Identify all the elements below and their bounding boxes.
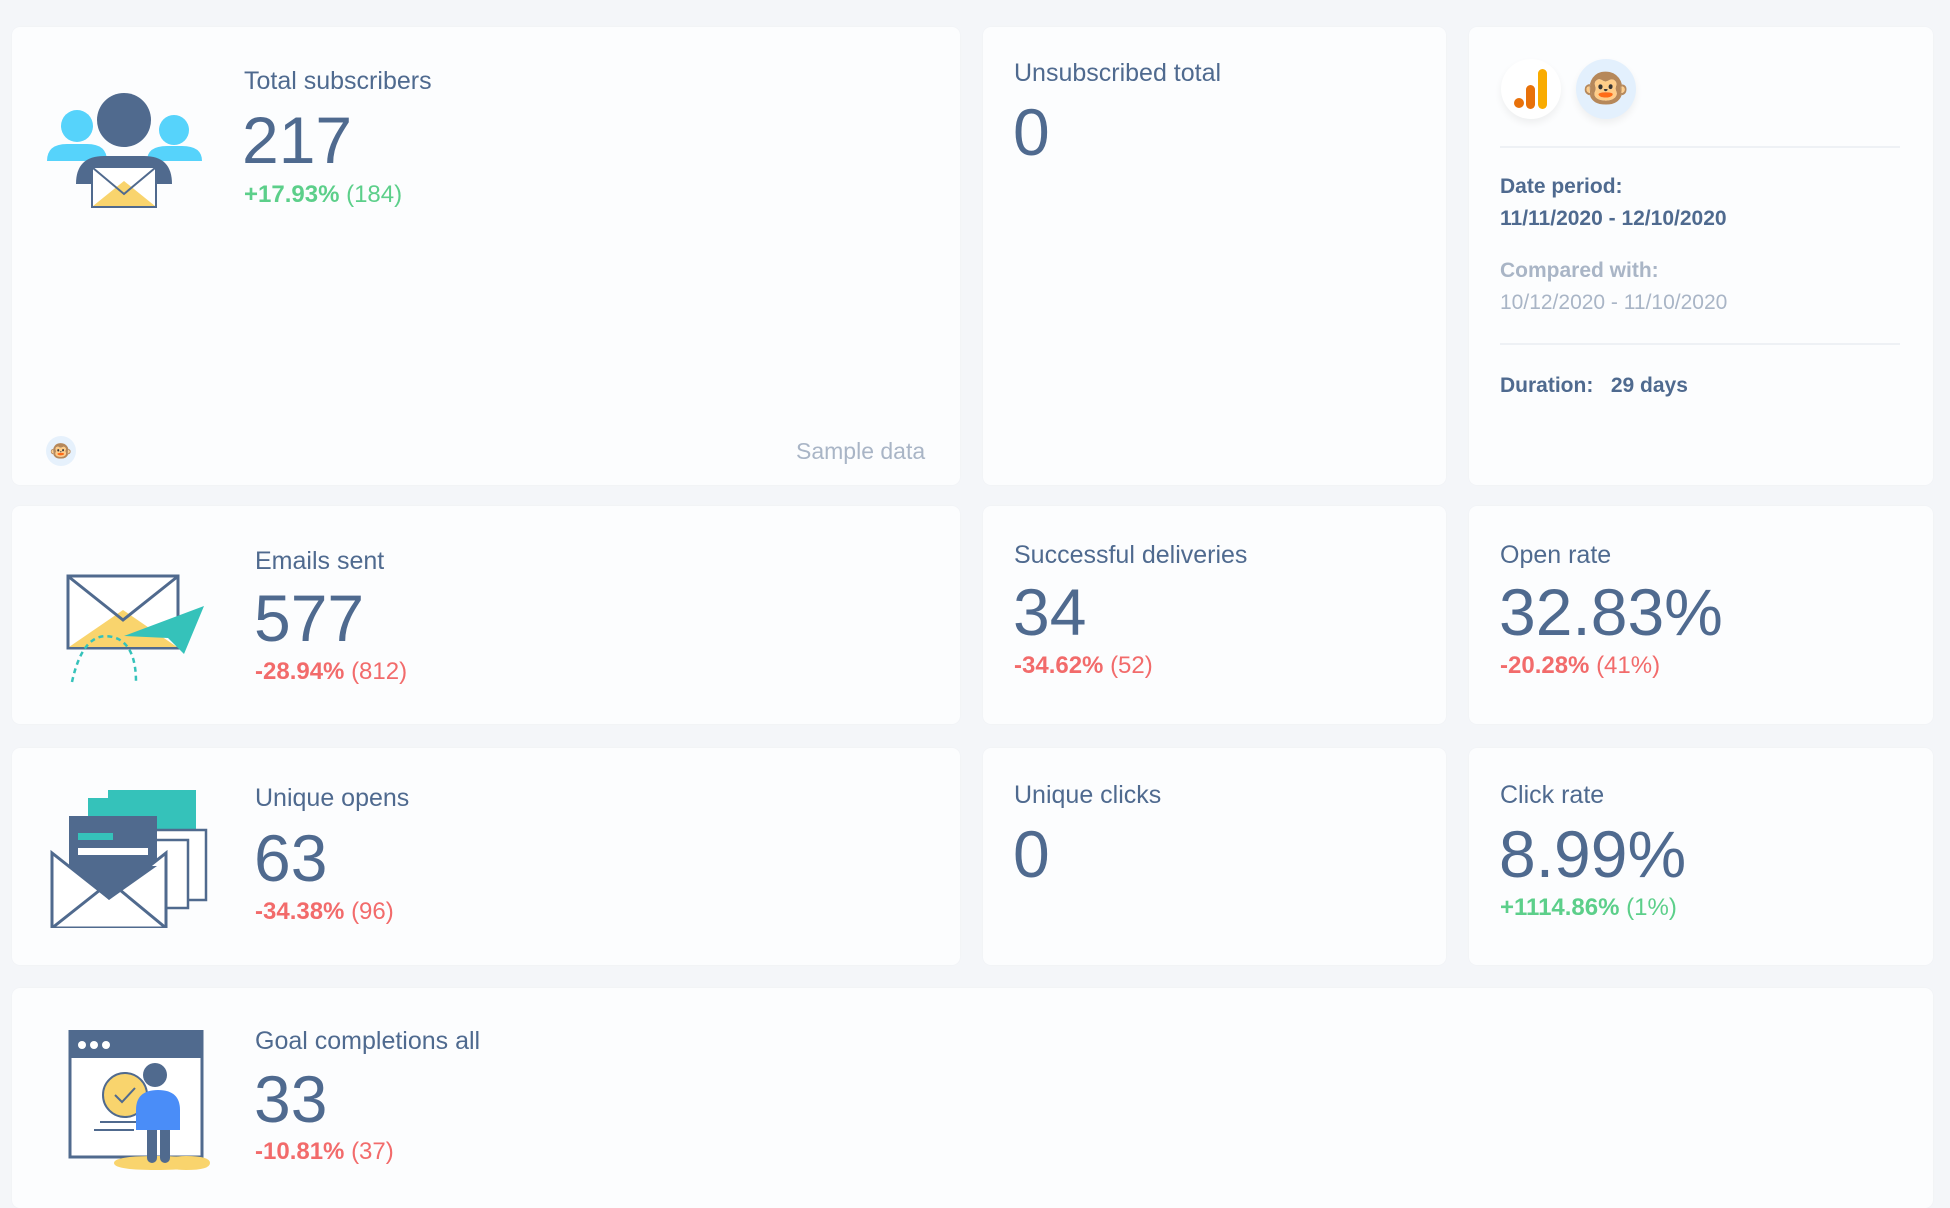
click-rate-change: +1114.86% (1%) <box>1500 894 1677 922</box>
duration: Duration: 29 days <box>1500 374 1688 398</box>
subscribers-change: +17.93% (184) <box>244 181 402 209</box>
open-rate-value: 32.83% <box>1499 575 1723 649</box>
paper-plane-envelope-icon <box>66 574 204 683</box>
emails-sent-card: Emails sent 577 -28.94% (812) <box>12 506 960 724</box>
previous-value: (1%) <box>1626 894 1677 921</box>
click-rate-label: Click rate <box>1500 781 1605 809</box>
goal-completions-value: 33 <box>254 1062 328 1136</box>
google-analytics-bars <box>1514 69 1547 109</box>
subscribers-value: 217 <box>242 103 353 177</box>
click-rate-value: 8.99% <box>1499 817 1687 891</box>
unique-clicks-label: Unique clicks <box>1014 781 1162 809</box>
unsubscribed-value: 0 <box>1013 95 1050 169</box>
open-rate-card: Open rate 32.83% -20.28% (41%) <box>1469 506 1933 724</box>
change-percent: +17.93% <box>244 181 340 208</box>
goal-completions-change: -10.81% (37) <box>255 1138 394 1166</box>
unique-clicks-value: 0 <box>1013 817 1050 891</box>
compared-with-value: 10/12/2020 - 11/10/2020 <box>1500 291 1728 314</box>
emails-sent-change: -28.94% (812) <box>255 658 407 686</box>
change-percent: +1114.86% <box>1500 894 1620 921</box>
change-percent: -20.28% <box>1500 652 1590 679</box>
goal-completions-label: Goal completions all <box>255 1027 481 1055</box>
click-rate-card: Click rate 8.99% +1114.86% (1%) <box>1469 748 1933 965</box>
unique-opens-change: -34.38% (96) <box>255 898 394 926</box>
duration-value: 29 days <box>1610 374 1688 397</box>
previous-value: (184) <box>346 181 403 208</box>
previous-value: (52) <box>1110 652 1153 679</box>
open-envelopes-icon <box>50 790 208 928</box>
compared-with-label: Compared with: <box>1500 259 1659 282</box>
mailchimp-icon: 🐵 <box>1576 59 1636 119</box>
change-percent: -34.38% <box>255 898 345 925</box>
total-subscribers-card: Total subscribers 217 +17.93% (184) 🐵 Sa… <box>12 27 960 485</box>
unique-opens-card: Unique opens 63 -34.38% (96) <box>12 748 960 965</box>
date-period-value: 11/11/2020 - 12/10/2020 <box>1500 207 1727 230</box>
open-rate-change: -20.28% (41%) <box>1500 652 1660 680</box>
previous-value: (96) <box>351 898 394 925</box>
unsubscribed-card: Unsubscribed total 0 <box>983 27 1446 485</box>
google-analytics-icon <box>1501 59 1561 119</box>
previous-value: (41%) <box>1596 652 1661 679</box>
successful-deliveries-card: Successful deliveries 34 -34.62% (52) <box>983 506 1446 724</box>
change-percent: -10.81% <box>255 1138 345 1165</box>
change-percent: -28.94% <box>255 658 345 685</box>
open-rate-label: Open rate <box>1500 541 1612 569</box>
mailchimp-icon: 🐵 <box>46 436 76 466</box>
unsubscribed-label: Unsubscribed total <box>1014 59 1222 87</box>
unique-opens-value: 63 <box>254 821 328 895</box>
unique-clicks-card: Unique clicks 0 <box>983 748 1446 965</box>
sample-data-label: Sample data <box>796 438 926 464</box>
change-percent: -34.62% <box>1014 652 1104 679</box>
goal-completion-person-icon <box>68 1030 210 1170</box>
deliveries-value: 34 <box>1013 575 1087 649</box>
date-info-card: 🐵 Date period: 11/11/2020 - 12/10/2020 C… <box>1469 27 1933 485</box>
emails-sent-label: Emails sent <box>255 547 385 575</box>
subscribers-envelope-icon <box>47 93 202 208</box>
unique-opens-label: Unique opens <box>255 784 410 812</box>
duration-label: Duration: <box>1500 374 1594 397</box>
subscribers-label: Total subscribers <box>244 67 432 95</box>
deliveries-label: Successful deliveries <box>1014 541 1248 569</box>
divider <box>1500 343 1900 345</box>
previous-value: (812) <box>351 658 408 685</box>
deliveries-change: -34.62% (52) <box>1014 652 1153 680</box>
date-period-label: Date period: <box>1500 175 1623 198</box>
divider <box>1500 146 1900 148</box>
emails-sent-value: 577 <box>254 581 365 655</box>
previous-value: (37) <box>351 1138 394 1165</box>
goal-completions-card: Goal completions all 33 -10.81% (37) <box>12 988 1933 1208</box>
